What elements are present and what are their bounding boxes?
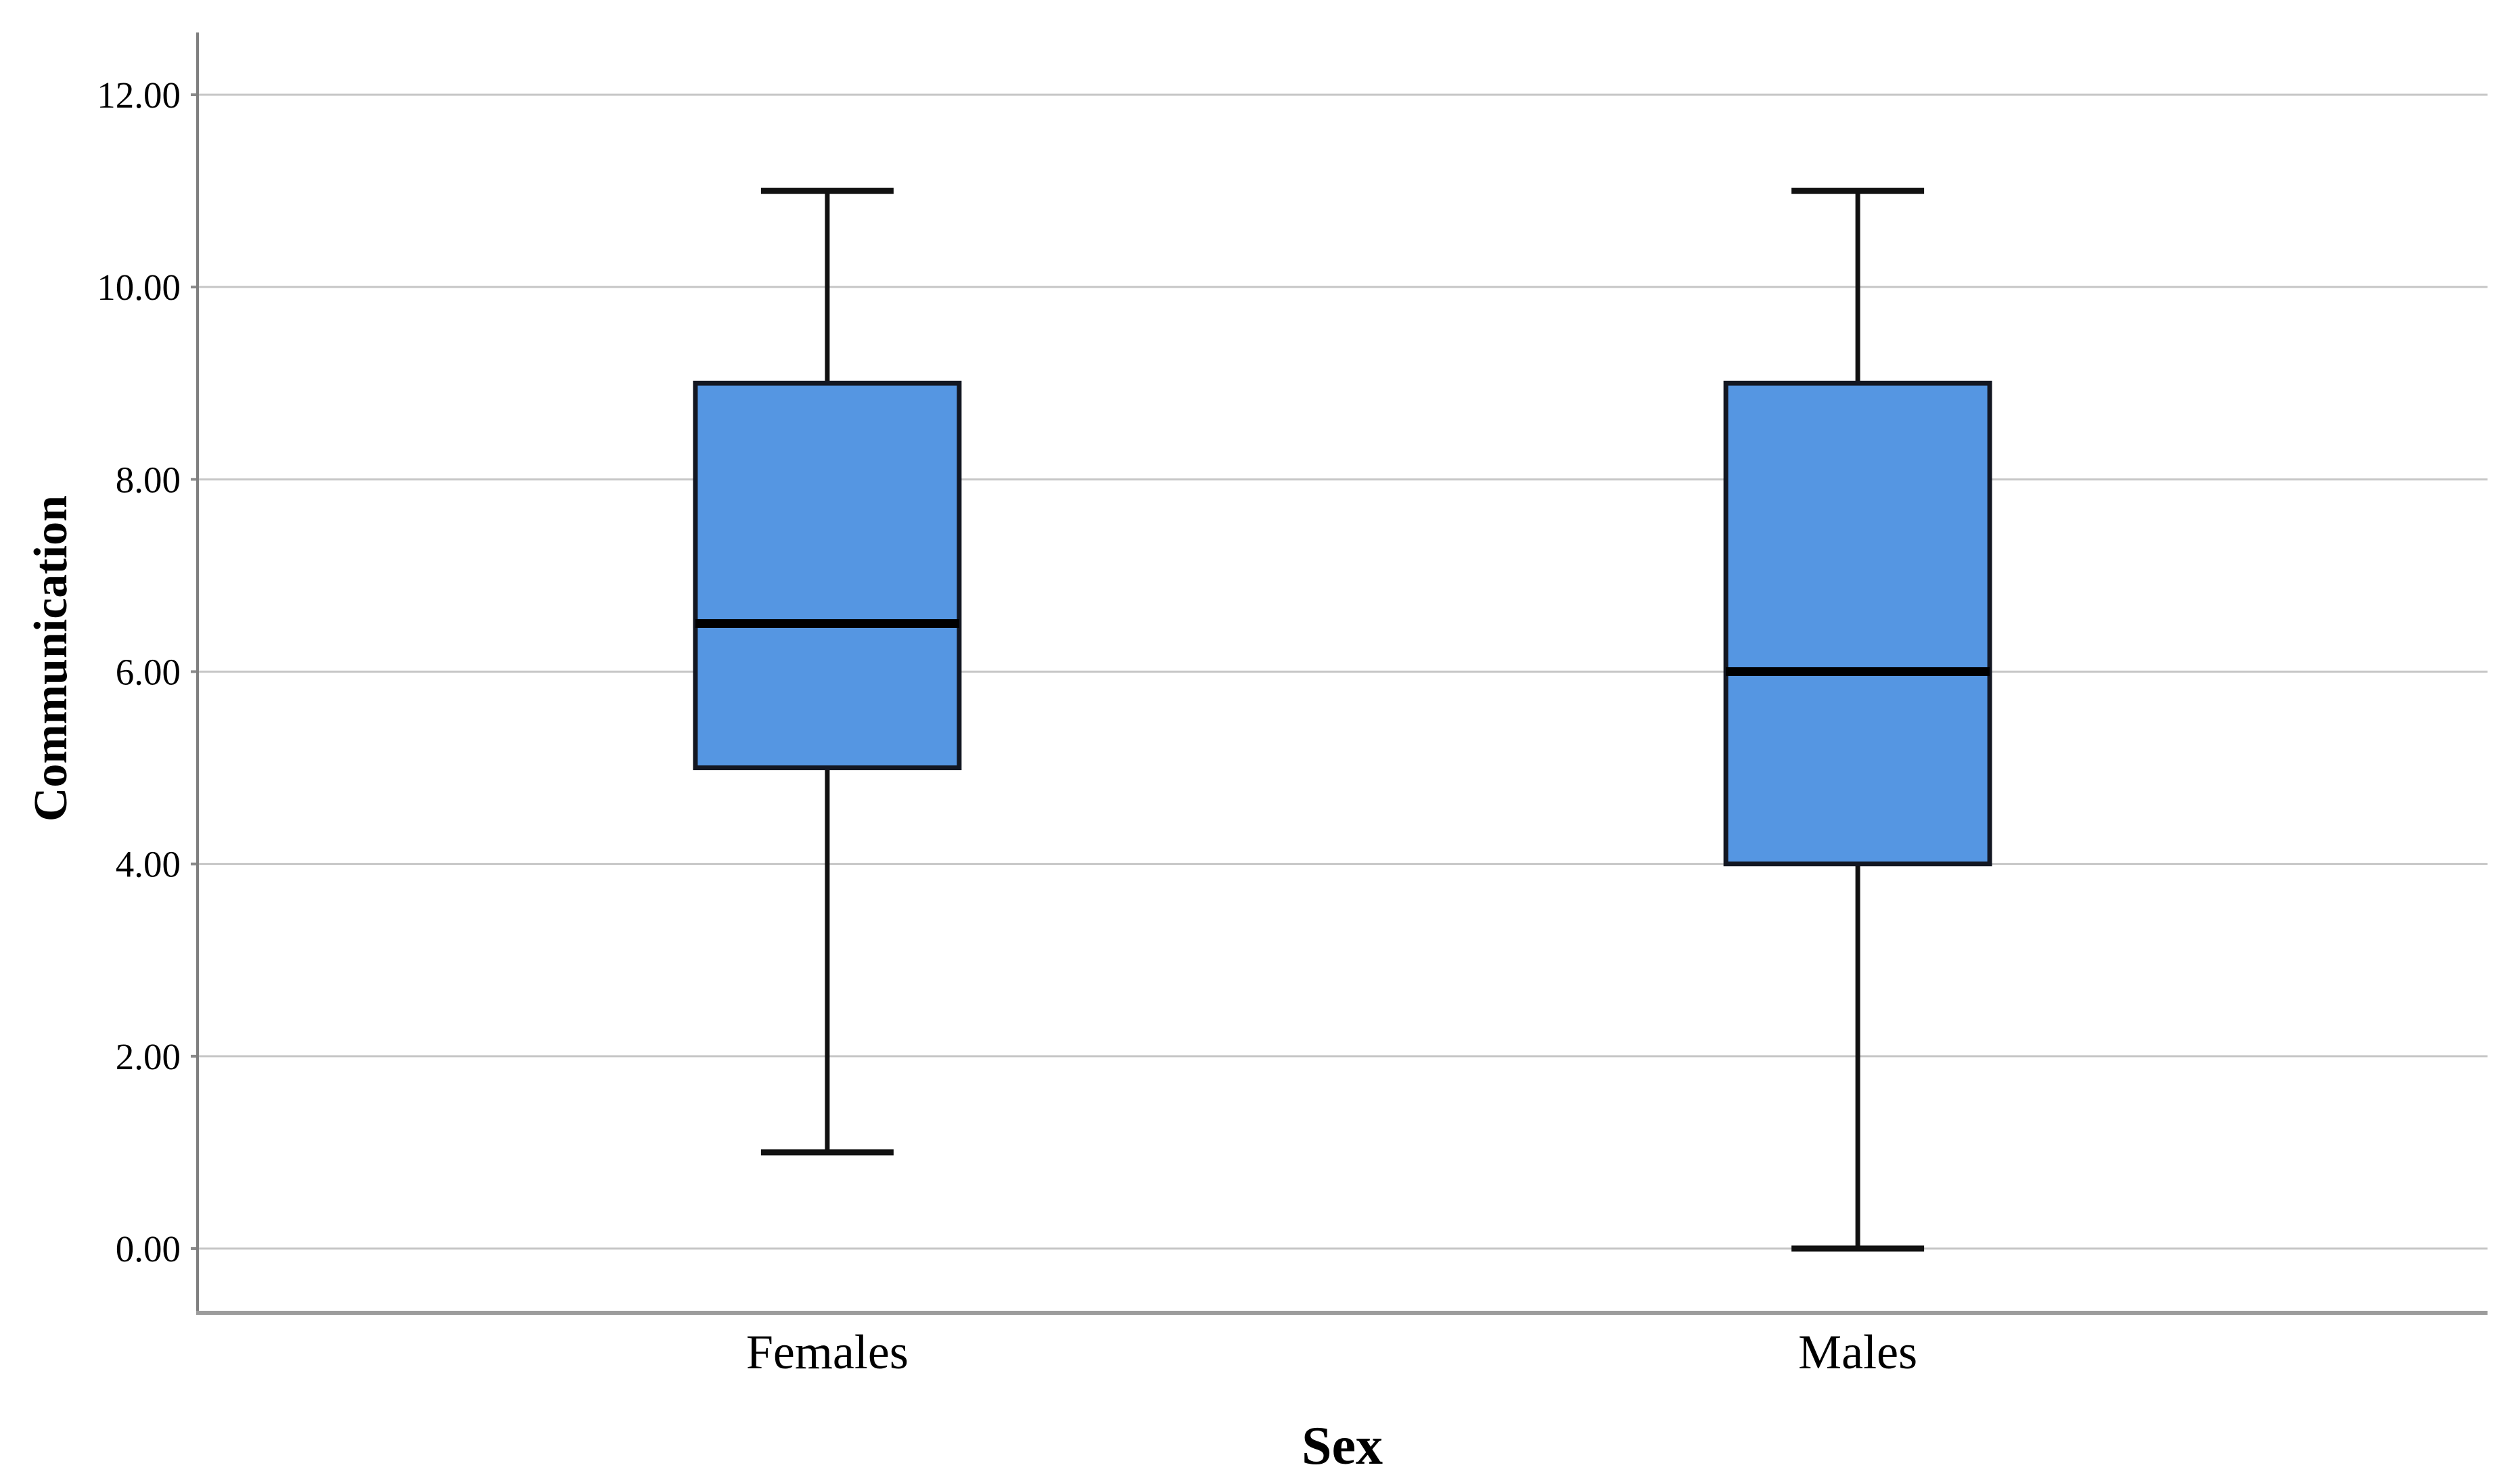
label-layer: 0.00 2.00 4.00 6.00 8.00 10.00 12.00 Females Mal… — [97, 74, 1917, 1379]
y-tick-label-0: 0.00 — [116, 1228, 181, 1270]
y-tick-label-8: 8.00 — [116, 459, 181, 500]
y-tick-label-2: 2.00 — [116, 1036, 181, 1077]
axis-layer — [191, 32, 2488, 1315]
females-box — [693, 380, 962, 771]
y-tick-label-10: 10.00 — [97, 267, 181, 308]
males-box — [1723, 380, 1992, 867]
y-tick-label-4: 4.00 — [116, 844, 181, 885]
x-axis-title: Sex — [1302, 1416, 1383, 1476]
y-tick-label-12: 12.00 — [97, 74, 181, 116]
x-category-label-females: Females — [746, 1325, 909, 1379]
box-layer — [693, 187, 1992, 1252]
y-axis-title: Communication — [25, 495, 77, 822]
y-tick-label-6: 6.00 — [116, 652, 181, 693]
gridline-layer — [198, 93, 2488, 1250]
x-category-label-males: Males — [1798, 1325, 1917, 1379]
